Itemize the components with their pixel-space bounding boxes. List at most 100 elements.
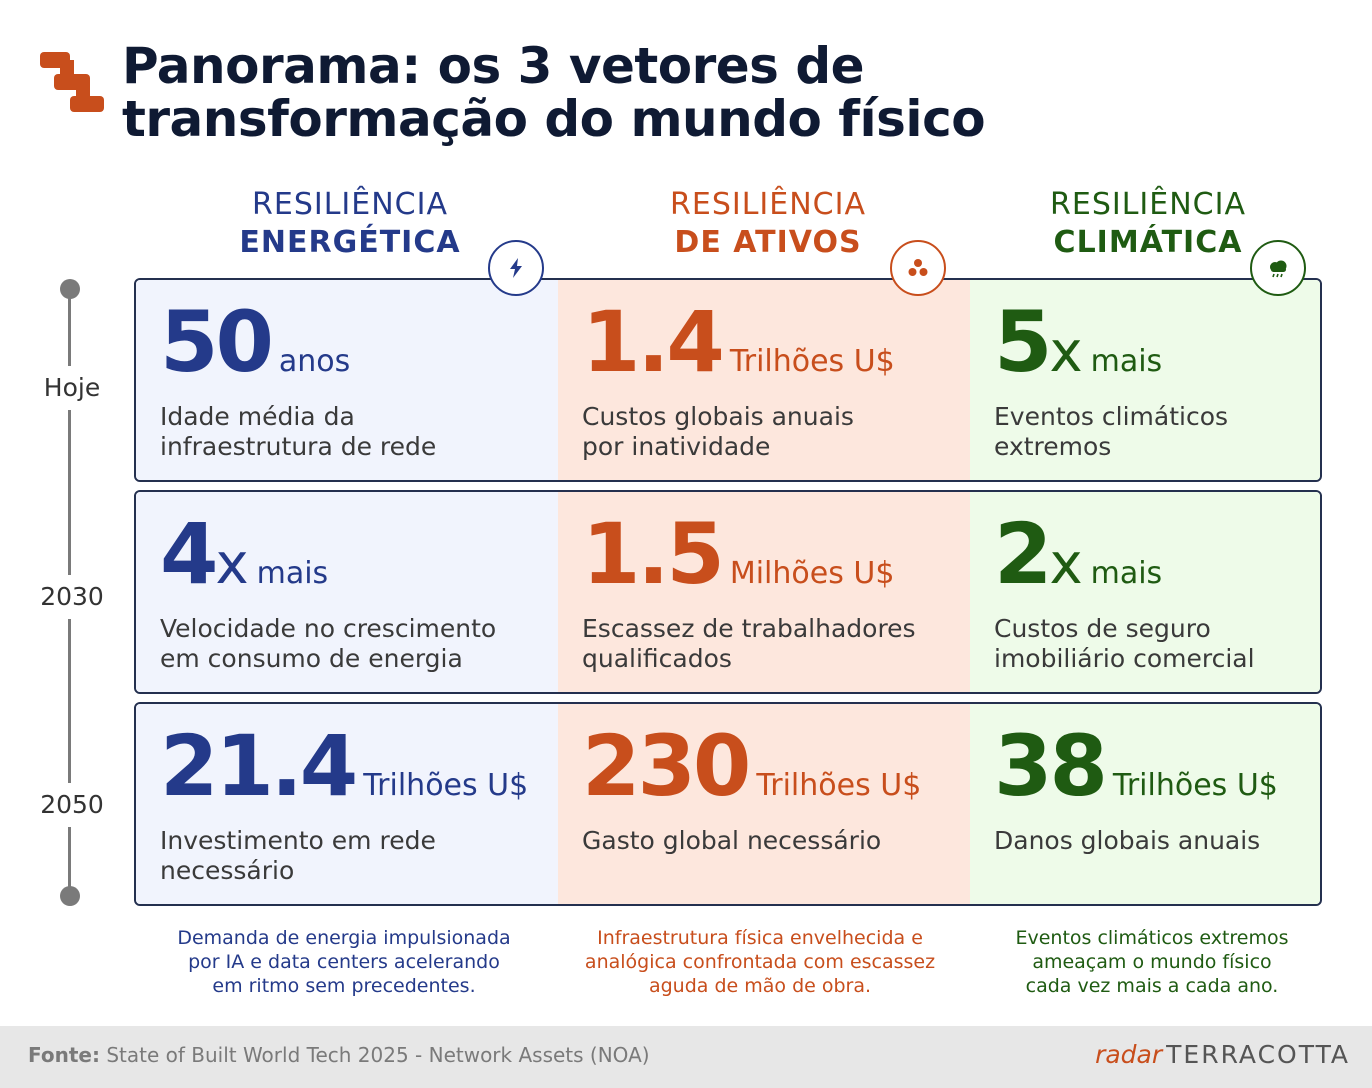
metric-value: 50 [160,293,274,391]
metric-suffix: x [1049,532,1083,597]
timeline-start-dot [60,279,80,299]
cell-assets-today: 1.4 Trilhões U$ Custos globais anuais por… [558,280,970,480]
cell-energy-2050: 21.4 Trilhões U$ Investimento em rede nec… [136,704,558,904]
column-header-line-2: DE ATIVOS [674,225,862,260]
column-header-line-2: ENERGÉTICA [239,225,461,260]
source-citation: Fonte: State of Built World Tech 2025 - … [28,1043,650,1067]
cell-energy-today: 50 anos Idade média da infraestrutura de … [136,280,558,480]
lightning-bolt-icon [510,258,522,278]
metric-description: Custos globais anuais por inatividade [582,402,962,462]
description-line-1: Escassez de trabalhadores [582,614,916,643]
column-header-line-2: CLIMÁTICA [1053,225,1243,260]
metric-description: Gasto global necessário [582,826,962,856]
metric: 2x mais [994,506,1162,613]
description-line-1: Danos globais anuais [994,826,1261,855]
description-line-2: infraestrutura de rede [160,432,437,461]
note-line: Infraestrutura física envelhecida e [597,927,923,949]
terracotta-logo-icon [40,52,104,112]
column-header-climate: RESILIÊNCIA CLIMÁTICA [958,186,1338,262]
metric-description: Velocidade no crescimento em consumo de … [160,614,540,674]
brand-logo: radar TERRACOTTA [1095,1040,1350,1069]
metric-unit: mais [256,556,329,591]
metric: 1.4 Trilhões U$ [582,294,895,390]
metric: 230 Trilhões U$ [582,718,921,814]
timeline-label-2030: 2030 [18,575,126,619]
energy-badge [488,240,544,296]
column-header-energy: RESILIÊNCIA ENERGÉTICA [160,186,540,262]
timeline-label-2050: 2050 [18,783,126,827]
metric-unit: mais [1090,556,1163,591]
page-title-line-2: transformação do mundo físico [122,90,986,148]
metric: 1.5 Milhões U$ [582,506,894,602]
metric-description: Custos de seguro imobiliário comercial [994,614,1320,674]
metric-unit: Trilhões U$ [1112,768,1278,803]
note-line: cada vez mais a cada ano. [1025,975,1279,997]
metric-value: 38 [994,717,1108,815]
rain-cloud-icon [1270,260,1287,278]
description-line-1: Custos globais anuais [582,402,854,431]
page-title-line-1: Panorama: os 3 vetores de [122,37,865,95]
description-line-1: Eventos climáticos [994,402,1229,431]
metric-unit: Trilhões U$ [756,768,922,803]
note-line: ameaçam o mundo físico [1032,951,1272,973]
assets-badge [890,240,946,296]
description-line-1: Gasto global necessário [582,826,882,855]
description-line-1: Idade média da [160,402,355,431]
source-label: Fonte: [28,1043,100,1067]
timeline-label-today: Hoje [18,366,126,410]
description-line-1: Velocidade no crescimento [160,614,497,643]
metric-suffix: x [1049,320,1083,385]
metric-description: Escassez de trabalhadores qualificados [582,614,962,674]
cell-assets-2030: 1.5 Milhões U$ Escassez de trabalhadores … [558,492,970,692]
metric-value: 2 [994,505,1052,603]
metric-unit: mais [1090,344,1163,379]
metric-suffix: x [215,532,249,597]
three-dots-icon [908,259,928,276]
cell-climate-today: 5x mais Eventos climáticos extremos [970,280,1320,480]
cell-energy-2030: 4x mais Velocidade no crescimento em cons… [136,492,558,692]
note-assets: Infraestrutura física envelhecida e anal… [560,926,960,998]
metric: 4x mais [160,506,328,613]
metric-value: 230 [582,717,751,815]
metric: 5x mais [994,294,1162,401]
row-today: 50 anos Idade média da infraestrutura de … [134,278,1322,482]
description-line-2: qualificados [582,644,732,673]
note-line: por IA e data centers acelerando [188,951,500,973]
climate-badge [1250,240,1306,296]
note-line: Eventos climáticos extremos [1015,927,1289,949]
column-header-assets: RESILIÊNCIA DE ATIVOS [578,186,958,262]
metric-description: Danos globais anuais [994,826,1320,856]
description-line-2: extremos [994,432,1112,461]
metric-value: 1.5 [582,505,725,603]
metric: 50 anos [160,294,350,390]
source-bar: Fonte: State of Built World Tech 2025 - … [0,1026,1372,1088]
cell-climate-2030: 2x mais Custos de seguro imobiliário come… [970,492,1320,692]
description-line-2: imobiliário comercial [994,644,1255,673]
note-line: Demanda de energia impulsionada [177,927,511,949]
note-energy: Demanda de energia impulsionada por IA e… [144,926,544,998]
metric-unit: Trilhões U$ [363,768,529,803]
description-line-1: Custos de seguro [994,614,1211,643]
source-text: State of Built World Tech 2025 - Network… [106,1043,650,1067]
note-line: analógica confrontada com escassez [584,951,936,973]
brand-radar: radar [1095,1040,1163,1069]
metric: 38 Trilhões U$ [994,718,1278,814]
metric-description: Eventos climáticos extremos [994,402,1320,462]
note-line: em ritmo sem precedentes. [212,975,476,997]
description-line-2: por inatividade [582,432,771,461]
timeline-end-dot [60,886,80,906]
metric-unit: Trilhões U$ [729,344,895,379]
note-climate: Eventos climáticos extremos ameaçam o mu… [952,926,1352,998]
cell-climate-2050: 38 Trilhões U$ Danos globais anuais [970,704,1320,904]
metric: 21.4 Trilhões U$ [160,718,528,814]
description-line-2: em consumo de energia [160,644,463,673]
note-line: aguda de mão de obra. [648,975,872,997]
metric-unit: anos [278,344,351,379]
page-title: Panorama: os 3 vetores de transformação … [122,37,986,148]
description-line-1: Investimento em rede [160,826,436,855]
metric-description: Investimento em rede necessário [160,826,540,886]
header: Panorama: os 3 vetores de transformação … [40,40,1340,150]
metric-unit: Milhões U$ [729,556,895,591]
row-2050: 21.4 Trilhões U$ Investimento em rede nec… [134,702,1322,906]
metric-value: 21.4 [160,717,358,815]
